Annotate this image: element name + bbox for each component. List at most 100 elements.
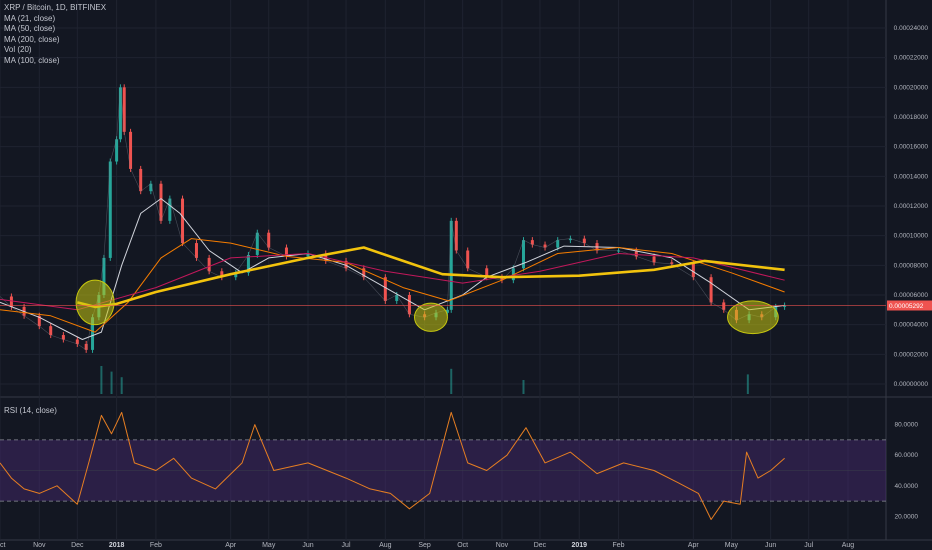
candle-body [500, 277, 504, 281]
indicator-ma200-label[interactable]: MA (200, close) [4, 34, 60, 44]
x-tick-label: Jul [342, 542, 351, 549]
candle-body [454, 220, 458, 251]
candle-body [617, 250, 621, 252]
ma21-line [0, 198, 785, 340]
candle-body [652, 256, 656, 263]
rsi-y-tick-label: 20.0000 [895, 513, 919, 520]
indicator-ma21-label[interactable]: MA (21, close) [4, 13, 56, 23]
candle-body [568, 238, 572, 241]
candle-body [521, 240, 525, 269]
ma200-line [76, 246, 785, 309]
candle-body [530, 240, 534, 245]
candle-body [91, 317, 95, 350]
price-line [0, 87, 785, 351]
candle-body [168, 198, 172, 221]
x-tick-label: Dec [71, 542, 84, 549]
candle-body [159, 183, 163, 221]
x-tick-label: Sep [418, 542, 431, 549]
volume-bar [100, 366, 103, 394]
candle-body [75, 339, 79, 344]
candle-body [139, 168, 143, 192]
candle-body [9, 296, 13, 307]
y-tick-label: 0.00012000 [894, 203, 929, 210]
y-tick-label: 0.00024000 [894, 25, 929, 32]
y-tick-label: 0.00010000 [894, 233, 929, 240]
candle-body [722, 302, 726, 310]
y-tick-label: 0.00008000 [894, 262, 929, 269]
candle-body [783, 305, 787, 307]
x-tick-label: May [725, 542, 739, 549]
y-tick-label: 0.00022000 [894, 55, 929, 62]
x-tick-label: Aug [379, 542, 392, 549]
candle-body [102, 257, 106, 295]
y-tick-label: 0.00004000 [894, 322, 929, 329]
candle-body [194, 243, 198, 258]
candle-body [543, 244, 547, 248]
candle-body [306, 253, 310, 257]
y-tick-label: 0.00016000 [894, 144, 929, 151]
chart-title: XRP / Bitcoin, 1D, BITFINEX [4, 3, 107, 12]
indicator-ma100-label[interactable]: MA (100, close) [4, 55, 60, 65]
candle-body [556, 240, 560, 248]
candle-body [246, 254, 250, 273]
x-tick-label: Oct [0, 542, 5, 549]
x-tick-label: Jun [302, 542, 313, 549]
highlight-ellipse-3 [727, 300, 779, 335]
candle-body [220, 271, 224, 278]
candle-body [485, 268, 489, 278]
rsi-y-tick-label: 40.0000 [895, 483, 919, 490]
candle-body [267, 232, 271, 248]
candle-body [709, 277, 713, 303]
candle-body [37, 315, 41, 327]
highlight-ellipse-1 [75, 279, 115, 326]
x-tick-label: Jul [804, 542, 813, 549]
candle-body [115, 139, 119, 162]
candle-body [582, 238, 586, 244]
volume-bar [522, 380, 525, 394]
volume-bars [100, 366, 749, 394]
y-tick-label: 0.00002000 [894, 351, 929, 358]
candle-body [449, 220, 453, 310]
candle-body [108, 161, 112, 258]
x-tick-label: 2018 [109, 542, 125, 549]
x-tick-label: Nov [496, 542, 509, 549]
candle-body [395, 295, 399, 301]
rsi-line [0, 411, 785, 520]
candle-body [84, 343, 88, 350]
candle-body [129, 131, 133, 169]
x-tick-label: May [262, 542, 276, 549]
x-tick-label: Jun [765, 542, 776, 549]
candle-body [49, 326, 53, 336]
indicator-ma50-label[interactable]: MA (50, close) [4, 24, 56, 34]
candle-body [383, 277, 387, 301]
x-tick-label: Aug [842, 542, 855, 549]
candle-body [234, 272, 238, 278]
candle-body [670, 262, 674, 264]
volume-bar [120, 377, 123, 394]
candle-body [691, 263, 695, 278]
x-tick-label: Feb [613, 542, 625, 549]
x-tick-label: Nov [33, 542, 46, 549]
ma100-line [0, 253, 785, 311]
y-tick-label: 0.00014000 [894, 173, 929, 180]
rsi-y-tick-label: 60.0000 [895, 452, 919, 459]
y-tick-label: 0.00000000 [894, 381, 929, 388]
x-tick-label: Oct [457, 542, 468, 549]
rsi-panel-label[interactable]: RSI (14, close) [4, 406, 57, 415]
y-tick-label: 0.00018000 [894, 114, 929, 121]
volume-bar [746, 374, 749, 394]
candle-body [181, 198, 185, 244]
candle-body [634, 250, 638, 257]
y-tick-label: 0.00020000 [894, 84, 929, 91]
candle-body [118, 87, 122, 140]
volume-bar [110, 371, 113, 394]
candle-body [149, 183, 153, 192]
x-tick-label: 2019 [571, 542, 587, 549]
candle-body [207, 257, 211, 272]
indicator-volume-label[interactable]: Vol (20) [4, 45, 32, 55]
candle-body [255, 232, 259, 255]
x-tick-label: Apr [225, 542, 237, 549]
highlight-ellipse-2 [413, 302, 448, 332]
